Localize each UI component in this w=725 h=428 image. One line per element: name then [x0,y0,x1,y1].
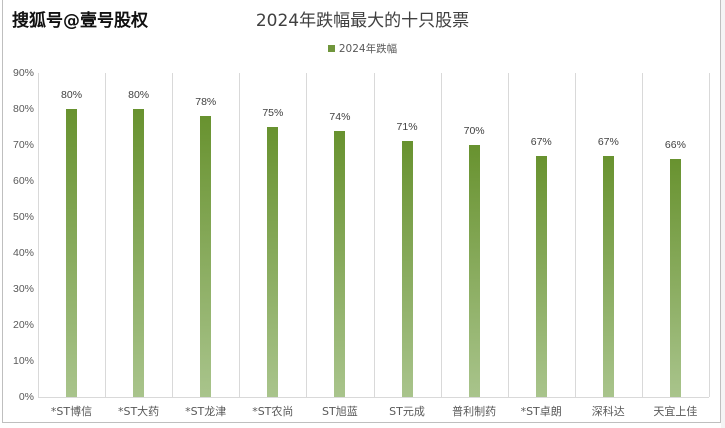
bar[interactable] [535,155,547,397]
bar[interactable] [669,159,681,397]
y-tick-label: 50% [12,211,34,223]
data-label: 71% [396,121,418,134]
y-tick-label: 20% [12,319,34,331]
bar[interactable] [267,127,279,397]
x-axis-line [38,397,709,398]
x-tick-label: ST元成 [389,405,425,418]
legend[interactable]: 2024年跌幅 [0,41,725,56]
legend-swatch-icon [327,45,335,52]
x-tick-label: 深科达 [591,405,625,418]
category-gridline [172,73,173,397]
x-tick-label: ST旭蓝 [322,405,358,418]
x-tick-label: *ST博信 [50,405,93,418]
y-tick-label: 90% [12,67,34,79]
spreadsheet-edge [721,0,725,428]
data-label: 75% [262,107,284,119]
bar[interactable] [468,145,480,397]
data-label: 80% [61,89,83,101]
category-gridline [38,73,39,397]
data-label: 66% [664,139,686,152]
x-tick-label: *ST卓朗 [520,405,562,418]
y-tick-label: 40% [12,247,34,259]
legend-label: 2024年跌幅 [338,43,398,55]
category-gridline [105,73,106,397]
category-gridline [508,73,509,397]
x-tick-label: 普利制药 [452,405,497,418]
data-label: 67% [530,135,552,148]
category-gridline [374,73,375,397]
x-tick-label: 天宜上佳 [653,405,698,418]
y-tick-label: 30% [12,283,34,295]
bar[interactable] [66,109,78,397]
x-tick-label: *ST大药 [117,405,160,418]
data-label: 80% [128,89,150,101]
data-label: 78% [195,96,217,109]
bar[interactable] [602,155,614,397]
category-gridline [642,73,643,397]
y-tick-label: 70% [12,139,34,151]
data-label: 74% [329,110,351,123]
category-gridline [575,73,576,397]
x-tick-label: *ST龙津 [185,405,227,418]
category-gridline [306,73,307,397]
y-tick-label: 60% [12,175,34,187]
watermark: 搜狐号@壹号股权 [12,11,148,31]
data-label: 70% [463,125,485,137]
y-tick-label: 0% [18,391,34,403]
bar[interactable] [401,141,413,397]
y-tick-label: 10% [12,355,34,367]
x-tick-label: *ST农尚 [252,405,294,418]
bar[interactable] [334,130,346,397]
chart-title: 2024年跌幅最大的十只股票 [255,11,470,31]
category-gridline [709,73,710,397]
y-tick-label: 80% [12,103,34,115]
plot-area[interactable]: 80% 80% 78% 75% 74% 71% 70% 67% 67% 66% [38,73,710,398]
bar[interactable] [133,109,145,397]
category-gridline [441,73,442,397]
category-gridline [239,73,240,397]
bar[interactable] [200,116,212,397]
data-label: 67% [597,135,619,148]
